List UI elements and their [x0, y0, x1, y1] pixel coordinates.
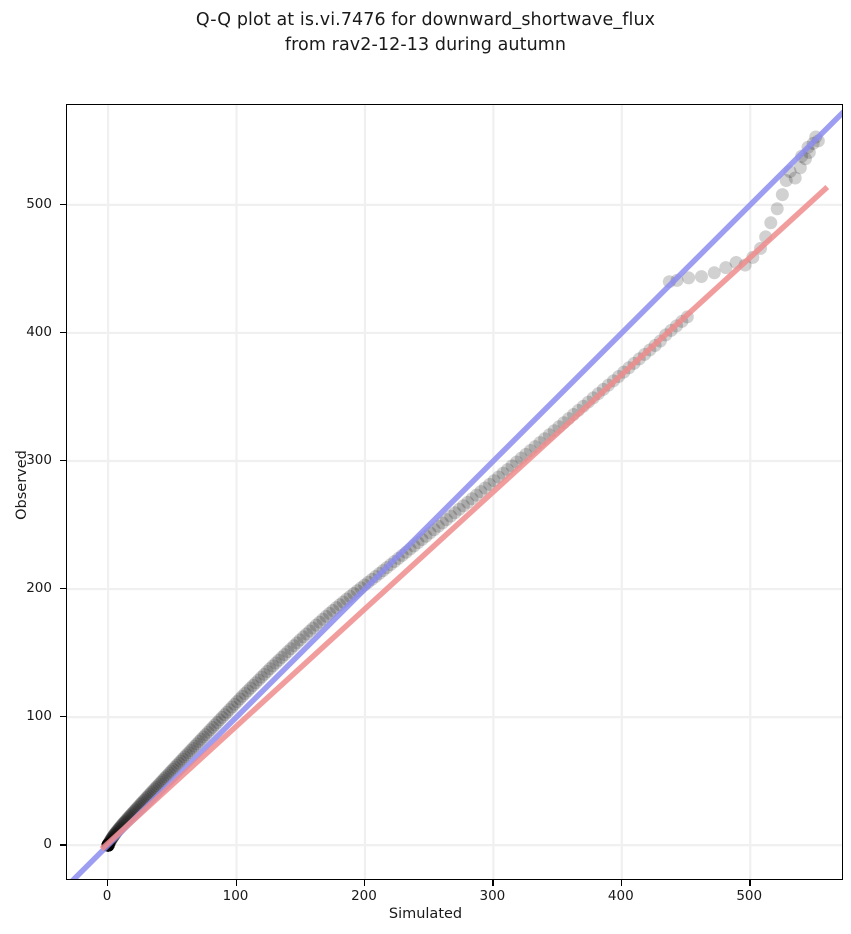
x-axis-tick-labels: 0 100 200 300 400 500: [0, 888, 851, 910]
y-tick-label: 100: [26, 708, 52, 725]
reference-lines: [70, 109, 842, 879]
y-tick-label: 200: [26, 580, 52, 597]
y-axis-title: Observed: [14, 450, 30, 520]
chart-title-line-1: Q-Q plot at is.vi.7476 for downward_shor…: [195, 10, 656, 30]
y-tick-label: 400: [26, 323, 52, 340]
x-tickmark: [363, 880, 366, 886]
chart-title-line-2: from rav2-12-13 during autumn: [284, 35, 567, 55]
y-tickmark: [60, 716, 66, 718]
plot-area: [66, 104, 843, 880]
x-tickmark: [492, 880, 494, 886]
x-tickmark: [235, 880, 237, 886]
y-tick-label: 0: [43, 836, 52, 853]
gridlines: [67, 105, 842, 879]
x-axis-title: Simulated: [388, 906, 463, 922]
x-tick-label: 200: [351, 888, 377, 904]
x-tick-label: 500: [736, 888, 763, 904]
x-tick-label: 400: [607, 888, 634, 904]
x-tickmark: [749, 880, 751, 886]
y-axis-tick-labels: 0 100 200 300 400 500: [0, 0, 52, 934]
y-tick-label: 300: [26, 451, 52, 468]
x-tick-label: 100: [222, 888, 249, 904]
y-tickmark: [60, 844, 66, 846]
x-tick-label: 0: [102, 888, 112, 904]
x-tickmark: [107, 880, 109, 886]
x-tick-label: 300: [479, 888, 506, 904]
x-tickmark: [620, 880, 623, 886]
y-tickmark: [60, 203, 66, 206]
y-tickmark: [60, 588, 66, 590]
y-tickmark: [60, 459, 66, 462]
chart-title: Q-Q plot at is.vi.7476 for downward_shor…: [0, 8, 851, 58]
plot-canvas: [67, 105, 842, 879]
y-tick-label: 500: [26, 195, 52, 212]
y-tickmark: [60, 331, 66, 334]
